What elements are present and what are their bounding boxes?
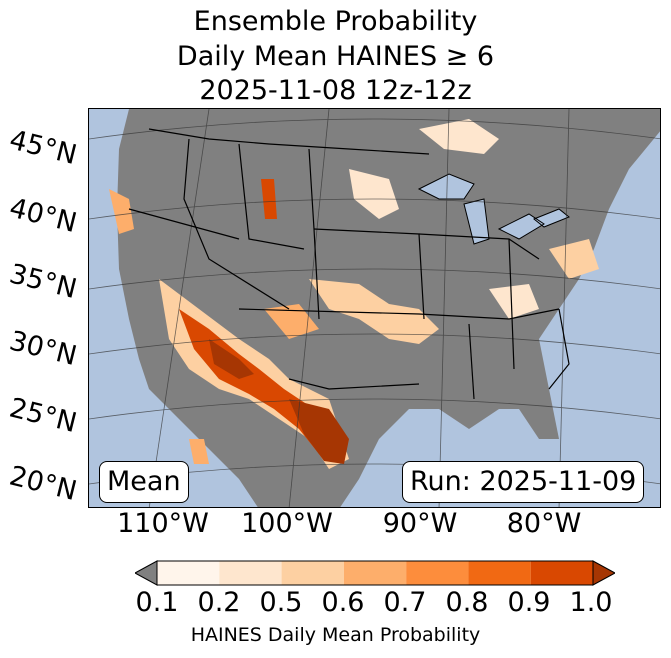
colorbar-tick: 0.7 bbox=[383, 587, 427, 618]
colorbar-segment bbox=[219, 561, 282, 585]
lat-label-35: 35°N bbox=[6, 258, 80, 306]
colorbar bbox=[135, 560, 615, 586]
probability-patches bbox=[109, 119, 599, 469]
lat-label-45: 45°N bbox=[6, 124, 80, 172]
lat-label-30: 30°N bbox=[6, 325, 80, 373]
colorbar-under-arrow bbox=[135, 560, 158, 586]
colorbar-segment bbox=[406, 561, 469, 585]
title-line-3: 2025-11-08 12z-12z bbox=[199, 75, 472, 106]
colorbar-tick: 0.9 bbox=[507, 587, 551, 618]
colorbar-tick: 1.0 bbox=[569, 587, 613, 618]
lon-label-90: 90°W bbox=[382, 508, 458, 539]
colorbar-segment bbox=[281, 561, 344, 585]
colorbar-outline bbox=[156, 560, 594, 586]
lat-label-25: 25°N bbox=[6, 392, 80, 440]
run-label-box: Run: 2025-11-09 bbox=[402, 461, 645, 503]
great-lakes bbox=[417, 173, 570, 245]
gulf-of-california bbox=[164, 409, 194, 474]
lat-label-40: 40°N bbox=[6, 192, 80, 240]
colorbar-tick: 0.2 bbox=[197, 587, 241, 618]
colorbar-tick: 0.6 bbox=[321, 587, 365, 618]
lon-label-110: 110°W bbox=[117, 508, 209, 539]
colorbar-over-arrow bbox=[592, 560, 615, 586]
title-line-2: Daily Mean HAINES ≥ 6 bbox=[176, 41, 495, 72]
lon-label-100: 100°W bbox=[241, 508, 333, 539]
colorbar-tick: 0.8 bbox=[445, 587, 489, 618]
state-borders bbox=[128, 128, 570, 400]
probability-map: Mean Run: 2025-11-09 bbox=[88, 108, 661, 508]
colorbar-tick: 0.1 bbox=[135, 587, 179, 618]
colorbar-label: HAINES Daily Mean Probability bbox=[190, 624, 481, 646]
colorbar-segment bbox=[530, 561, 593, 585]
mean-label-box: Mean bbox=[99, 461, 189, 503]
colorbar-segment bbox=[468, 561, 531, 585]
map-canvas bbox=[89, 109, 660, 507]
colorbar-tick: 0.5 bbox=[259, 587, 303, 618]
lon-label-80: 80°W bbox=[506, 508, 582, 539]
lat-label-20: 20°N bbox=[6, 460, 80, 508]
colorbar-segment bbox=[157, 561, 220, 585]
title-line-1: Ensemble Probability bbox=[193, 6, 478, 37]
colorbar-segment bbox=[343, 561, 407, 585]
